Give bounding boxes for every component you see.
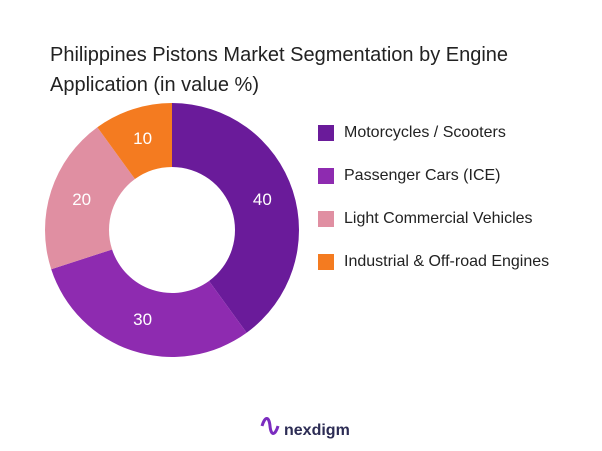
brand-logo: nexdigm [260,417,350,439]
value-label: 30 [133,310,152,329]
legend-label: Motorcycles / Scooters [344,124,506,141]
value-label: 40 [253,190,272,209]
donut-slice [97,103,172,180]
logo-icon [260,417,280,435]
legend-swatch [318,211,334,227]
value-label: 10 [133,129,152,148]
donut-slice [51,249,247,357]
legend-label: Passenger Cars (ICE) [344,167,501,184]
legend-swatch [318,168,334,184]
value-label: 20 [72,190,91,209]
legend-label: Light Commercial Vehicles [344,210,533,227]
legend-swatch [318,254,334,270]
donut-slice [45,127,135,270]
donut-slice [172,103,299,333]
legend-swatch [318,125,334,141]
brand-name: nexdigm [284,422,350,439]
chart-title: Philippines Pistons Market Segmentation … [50,44,509,96]
legend-label: Industrial & Off-road Engines [344,253,549,270]
